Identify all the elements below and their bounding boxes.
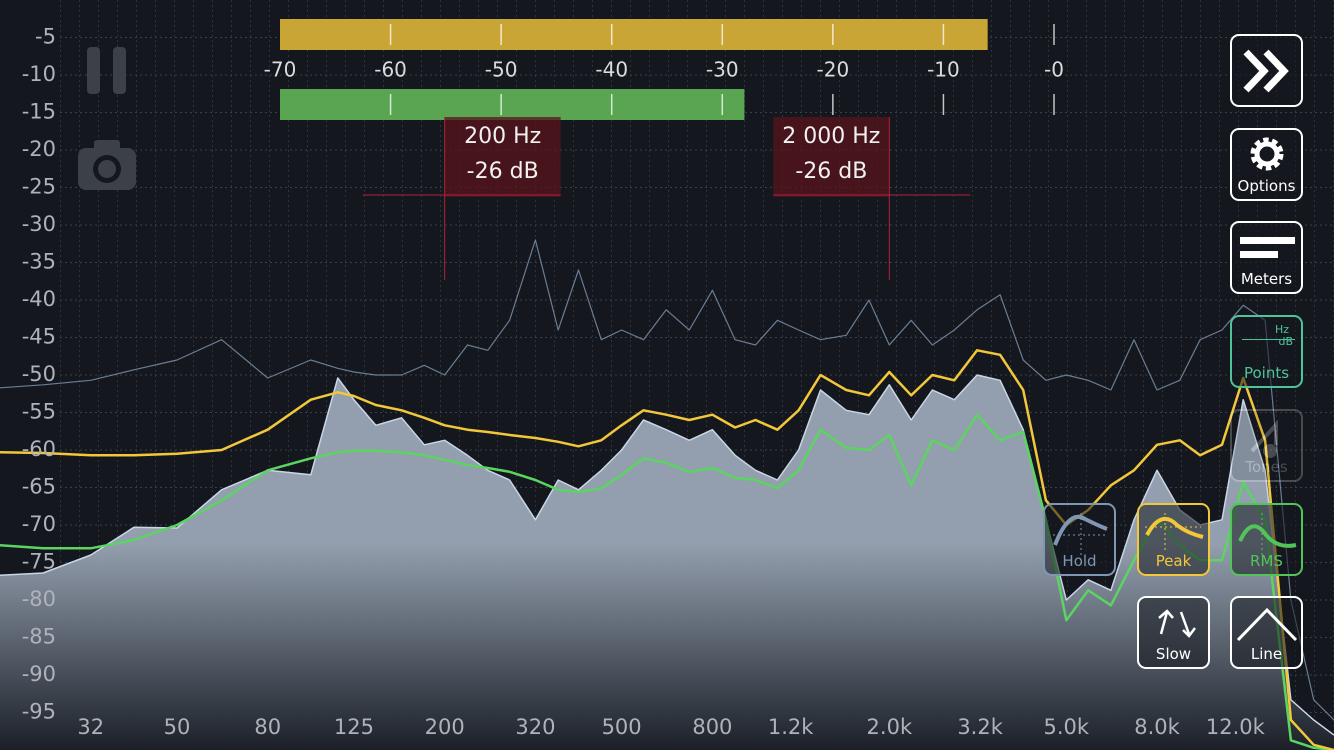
- x-tick-label: 200: [425, 715, 465, 739]
- x-tick-label: 2.0k: [867, 715, 913, 739]
- y-tick-label: -25: [22, 175, 56, 199]
- marker-label: 2 000 Hz: [782, 124, 880, 149]
- marker-box: [773, 117, 890, 197]
- marker-box: [444, 117, 561, 197]
- button-label: Points: [1243, 364, 1290, 382]
- x-tick-label: 8.0k: [1134, 715, 1180, 739]
- fast-forward-button[interactable]: [1230, 34, 1303, 107]
- y-tick-label: -60: [22, 437, 56, 461]
- x-tick-label: 1.2k: [768, 715, 814, 739]
- button-label: Slow: [1155, 645, 1192, 663]
- meter-tick-label: -60: [374, 58, 407, 82]
- marker-label: -26 dB: [467, 159, 539, 184]
- meter-tick-label: -30: [706, 58, 739, 82]
- meter-tick-label: -50: [485, 58, 518, 82]
- y-tick-label: -75: [22, 550, 56, 574]
- pause-icon[interactable]: [113, 47, 126, 94]
- y-tick-label: -65: [22, 475, 56, 499]
- y-tick-label: -70: [22, 512, 56, 536]
- line-button[interactable]: Line: [1230, 596, 1303, 669]
- meter-bar: [280, 19, 988, 50]
- x-tick-label: 32: [77, 715, 104, 739]
- tones-button[interactable]: Tones: [1230, 409, 1303, 482]
- series-line: [0, 239, 1334, 721]
- y-tick-label: -35: [22, 250, 56, 274]
- x-tick-label: 50: [164, 715, 191, 739]
- y-tick-label: -10: [22, 62, 56, 86]
- button-label: Hold: [1062, 552, 1097, 570]
- button-label: Tones: [1245, 458, 1288, 476]
- y-tick-label: -15: [22, 100, 56, 124]
- y-tick-label: -55: [22, 400, 56, 424]
- meter-tick-label: -40: [595, 58, 628, 82]
- x-tick-label: 12.0k: [1206, 715, 1266, 739]
- y-tick-label: -85: [22, 625, 56, 649]
- peak-button[interactable]: Peak: [1137, 503, 1210, 576]
- y-tick-label: -50: [22, 362, 56, 386]
- points-button[interactable]: Hz dB Points: [1230, 315, 1303, 388]
- y-tick-label: -45: [22, 325, 56, 349]
- series-line: [0, 349, 1334, 750]
- x-tick-label: 3.2k: [957, 715, 1003, 739]
- button-label: Meters: [1240, 270, 1293, 288]
- meter-bar: [280, 89, 745, 120]
- meter-tick-label: -70: [264, 58, 297, 82]
- meters-button[interactable]: Meters: [1230, 221, 1303, 294]
- y-tick-label: -40: [22, 287, 56, 311]
- marker-label: -26 dB: [795, 159, 867, 184]
- meter-tick-label: -10: [927, 58, 960, 82]
- meter-tick-label: -0: [1044, 58, 1064, 82]
- x-tick-label: 500: [602, 715, 642, 739]
- camera-icon[interactable]: [78, 140, 136, 190]
- icon-line: [1242, 339, 1295, 340]
- icon-text: Hz: [1274, 323, 1289, 336]
- y-tick-label: -5: [35, 25, 56, 49]
- button-label: Options: [1237, 177, 1296, 195]
- x-tick-label: 125: [334, 715, 374, 739]
- button-label: Line: [1250, 645, 1283, 663]
- button-label: Peak: [1155, 552, 1192, 570]
- slow-button[interactable]: Slow: [1137, 596, 1210, 669]
- pause-icon[interactable]: [87, 47, 100, 94]
- x-tick-label: 80: [254, 715, 281, 739]
- marker-label: 200 Hz: [464, 124, 541, 149]
- spectrum-fill: [0, 375, 1334, 750]
- x-tick-label: 800: [692, 715, 732, 739]
- meter-tick-label: -20: [817, 58, 850, 82]
- y-tick-label: -80: [22, 587, 56, 611]
- y-tick-label: -30: [22, 212, 56, 236]
- options-button[interactable]: Options: [1230, 128, 1303, 201]
- y-tick-label: -20: [22, 137, 56, 161]
- x-tick-label: 5.0k: [1044, 715, 1090, 739]
- y-tick-label: -95: [22, 700, 56, 724]
- rms-button[interactable]: RMS: [1230, 503, 1303, 576]
- button-label: RMS: [1250, 552, 1283, 570]
- y-tick-label: -90: [22, 662, 56, 686]
- hold-button[interactable]: Hold: [1043, 503, 1116, 576]
- icon-text: dB: [1278, 335, 1293, 348]
- x-tick-label: 320: [515, 715, 555, 739]
